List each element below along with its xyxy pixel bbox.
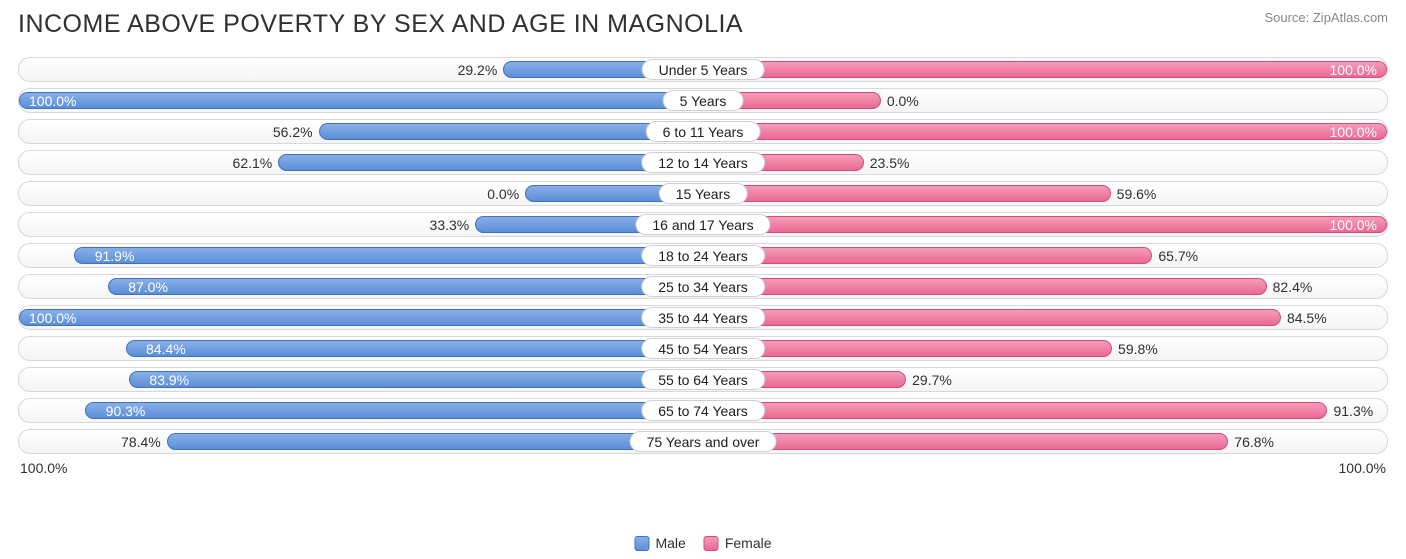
female-swatch	[704, 536, 719, 551]
male-value-label: 0.0%	[487, 182, 519, 205]
chart-row: 62.1% 23.5% 12 to 14 Years	[18, 150, 1388, 175]
chart-row: 83.9% 29.7% 55 to 64 Years	[18, 367, 1388, 392]
category-label: 35 to 44 Years	[641, 307, 765, 328]
chart-row: 56.2% 100.0% 6 to 11 Years	[18, 119, 1388, 144]
female-value-label: 23.5%	[870, 151, 910, 174]
legend-male: Male	[634, 535, 685, 551]
female-bar	[703, 309, 1281, 326]
chart-row: 100.0% 84.5% 35 to 44 Years	[18, 305, 1388, 330]
male-bar	[126, 340, 703, 357]
legend-female-label: Female	[725, 535, 772, 551]
chart-rows: 29.2% 100.0% Under 5 Years 100.0% 0.0% 5 Year…	[18, 57, 1388, 454]
female-bar	[703, 185, 1111, 202]
axis-right-label: 100.0%	[1339, 460, 1386, 476]
category-label: 65 to 74 Years	[641, 400, 765, 421]
female-bar	[703, 278, 1267, 295]
chart-title: INCOME ABOVE POVERTY BY SEX AND AGE IN M…	[18, 10, 743, 39]
category-label: 5 Years	[663, 90, 744, 111]
x-axis: 100.0% 100.0%	[18, 460, 1388, 476]
chart-row: 100.0% 0.0% 5 Years	[18, 88, 1388, 113]
female-value-label: 100.0%	[1330, 120, 1377, 143]
male-value-label: 100.0%	[29, 89, 76, 112]
female-value-label: 29.7%	[912, 368, 952, 391]
legend: Male Female	[634, 535, 771, 551]
axis-left-label: 100.0%	[20, 460, 67, 476]
category-label: Under 5 Years	[642, 59, 765, 80]
male-value-label: 87.0%	[128, 275, 168, 298]
chart-row: 90.3% 91.3% 65 to 74 Years	[18, 398, 1388, 423]
category-label: 16 and 17 Years	[635, 214, 770, 235]
male-bar	[85, 402, 703, 419]
male-bar	[19, 309, 703, 326]
category-label: 18 to 24 Years	[641, 245, 765, 266]
female-value-label: 100.0%	[1330, 58, 1377, 81]
chart-row: 91.9% 65.7% 18 to 24 Years	[18, 243, 1388, 268]
female-value-label: 65.7%	[1158, 244, 1198, 267]
category-label: 25 to 34 Years	[641, 276, 765, 297]
male-value-label: 78.4%	[121, 430, 161, 453]
male-bar	[129, 371, 703, 388]
female-value-label: 0.0%	[887, 89, 919, 112]
male-bar	[167, 433, 703, 450]
female-value-label: 100.0%	[1330, 213, 1377, 236]
category-label: 55 to 64 Years	[641, 369, 765, 390]
category-label: 45 to 54 Years	[641, 338, 765, 359]
female-value-label: 84.5%	[1287, 306, 1327, 329]
male-value-label: 100.0%	[29, 306, 76, 329]
male-value-label: 56.2%	[273, 120, 313, 143]
source-attribution: Source: ZipAtlas.com	[1264, 10, 1388, 25]
male-bar	[108, 278, 703, 295]
male-value-label: 84.4%	[146, 337, 186, 360]
category-label: 15 Years	[659, 183, 748, 204]
chart-row: 87.0% 82.4% 25 to 34 Years	[18, 274, 1388, 299]
male-value-label: 29.2%	[458, 58, 498, 81]
female-value-label: 76.8%	[1234, 430, 1274, 453]
chart-row: 33.3% 100.0% 16 and 17 Years	[18, 212, 1388, 237]
male-value-label: 90.3%	[106, 399, 146, 422]
legend-female: Female	[704, 535, 772, 551]
female-bar	[703, 216, 1387, 233]
male-value-label: 33.3%	[430, 213, 470, 236]
female-bar	[703, 433, 1228, 450]
female-value-label: 91.3%	[1333, 399, 1373, 422]
male-swatch	[634, 536, 649, 551]
category-label: 6 to 11 Years	[646, 121, 761, 142]
female-value-label: 59.6%	[1117, 182, 1157, 205]
female-value-label: 59.8%	[1118, 337, 1158, 360]
male-value-label: 83.9%	[149, 368, 189, 391]
male-bar	[19, 92, 703, 109]
male-bar	[278, 154, 703, 171]
legend-male-label: Male	[655, 535, 685, 551]
category-label: 75 Years and over	[630, 431, 777, 452]
male-value-label: 91.9%	[95, 244, 135, 267]
male-bar	[74, 247, 703, 264]
chart-row: 29.2% 100.0% Under 5 Years	[18, 57, 1388, 82]
chart-row: 78.4% 76.8% 75 Years and over	[18, 429, 1388, 454]
female-bar	[703, 402, 1327, 419]
chart-row: 0.0% 59.6% 15 Years	[18, 181, 1388, 206]
chart-row: 84.4% 59.8% 45 to 54 Years	[18, 336, 1388, 361]
female-bar	[703, 61, 1387, 78]
female-bar	[703, 123, 1387, 140]
category-label: 12 to 14 Years	[641, 152, 765, 173]
female-value-label: 82.4%	[1273, 275, 1313, 298]
female-bar	[703, 247, 1152, 264]
male-value-label: 62.1%	[233, 151, 273, 174]
